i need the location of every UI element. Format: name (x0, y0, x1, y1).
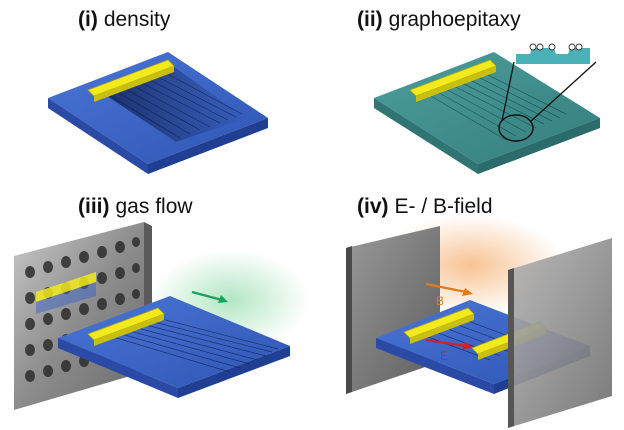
panel-number: (iii) (78, 195, 110, 218)
panel-number: (iv) (357, 195, 389, 218)
nanotube-lines (423, 70, 567, 141)
panel-title: E- / B-field (394, 195, 493, 218)
b-field-label: B (436, 294, 444, 308)
panel-title: graphoepitaxy (388, 8, 521, 31)
catalyst-strip-side (94, 314, 164, 346)
panel-label-iii: (iii) gas flow (78, 195, 193, 219)
inset-step-profile (516, 43, 590, 64)
nanotube-lines (103, 69, 243, 139)
electrode-plate-right (508, 238, 612, 428)
nanotube-lines (109, 317, 279, 373)
substrate-side-left (48, 98, 148, 174)
electrode-plate-left (346, 226, 440, 394)
substrate-side-front (178, 346, 290, 398)
catalyst-strip-side (416, 66, 496, 102)
substrate-side-left (58, 338, 178, 398)
catalyst-strip-side (94, 66, 174, 102)
catalyst-strip-side (410, 314, 474, 344)
e-field-label: E (440, 349, 448, 363)
magnifier-line (501, 61, 515, 122)
panel-label-i: (i) density (78, 8, 170, 32)
substrate-side-left (376, 338, 494, 394)
panel-title: gas flow (115, 195, 193, 218)
substrate-side-front (148, 118, 268, 174)
panel-title: density (103, 8, 171, 31)
panel-number: (i) (78, 8, 98, 31)
substrate-side-left (374, 98, 478, 174)
b-field-arrow (425, 282, 473, 296)
panel-i-illustration (48, 52, 268, 174)
substrate-top (374, 52, 600, 164)
panel-label-ii: (ii) graphoepitaxy (357, 8, 521, 32)
electrode-plate-left-edge (346, 246, 352, 394)
panel-label-iv: (iv) E- / B-field (357, 195, 493, 219)
panel-iii-illustration (14, 222, 310, 410)
panel-number: (ii) (357, 8, 383, 31)
electrode-plate-right-edge (508, 268, 514, 428)
e-field-arrow (425, 338, 473, 350)
magnifier-circle (498, 114, 534, 142)
magnifier-line (529, 61, 597, 123)
substrate-side-front (478, 118, 600, 174)
plate-reflection (36, 272, 96, 302)
panel-ii-illustration (374, 43, 600, 174)
plate-reflection-blue (36, 282, 96, 314)
panel-iv-illustration: B E (346, 215, 612, 428)
gas-flow-arrow (191, 290, 228, 303)
substrate-top (58, 296, 290, 388)
